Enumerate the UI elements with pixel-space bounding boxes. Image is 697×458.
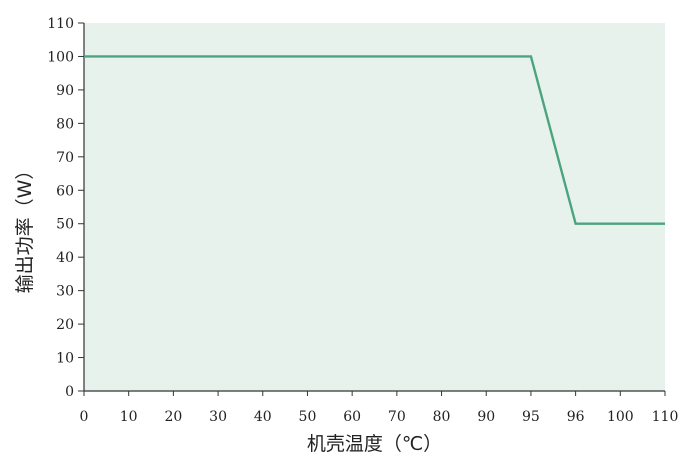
x-tick-label: 96 [567, 409, 585, 425]
x-tick-label: 90 [477, 409, 495, 425]
x-tick-label: 50 [299, 409, 317, 425]
y-tick-label: 110 [47, 16, 74, 32]
x-axis-title: 机壳温度（℃） [307, 433, 442, 455]
x-tick-label: 30 [209, 409, 227, 425]
x-tick-label: 110 [652, 409, 679, 425]
axes [83, 23, 665, 392]
y-tick-label: 80 [56, 116, 74, 132]
y-axis-ticks: 0 10 20 30 40 50 60 70 80 90 100 110 [47, 16, 84, 400]
y-tick-label: 10 [56, 351, 74, 367]
x-axis-ticks: 0 10 20 30 40 50 60 70 80 90 95 96 100 110 [80, 391, 679, 425]
y-tick-label: 90 [56, 83, 74, 99]
x-tick-label: 60 [343, 409, 361, 425]
x-tick-label: 0 [80, 409, 89, 425]
y-tick-label: 100 [47, 49, 74, 65]
y-tick-label: 40 [56, 250, 74, 266]
x-tick-label: 40 [254, 409, 272, 425]
series-line [84, 55, 665, 225]
y-tick-label: 0 [65, 384, 74, 400]
x-tick-label: 10 [120, 409, 138, 425]
y-axis-title: 输出功率（W） [14, 161, 36, 294]
x-tick-label: 100 [607, 409, 634, 425]
x-tick-label: 80 [433, 409, 451, 425]
plot-area [84, 23, 665, 391]
series-group [84, 55, 665, 225]
x-tick-label: 70 [388, 409, 406, 425]
x-tick-label: 20 [164, 409, 182, 425]
y-tick-label: 70 [56, 150, 74, 166]
y-tick-label: 30 [56, 284, 74, 300]
y-tick-label: 60 [56, 183, 74, 199]
x-tick-label: 95 [522, 409, 540, 425]
y-tick-label: 50 [56, 217, 74, 233]
y-tick-label: 20 [56, 317, 74, 333]
